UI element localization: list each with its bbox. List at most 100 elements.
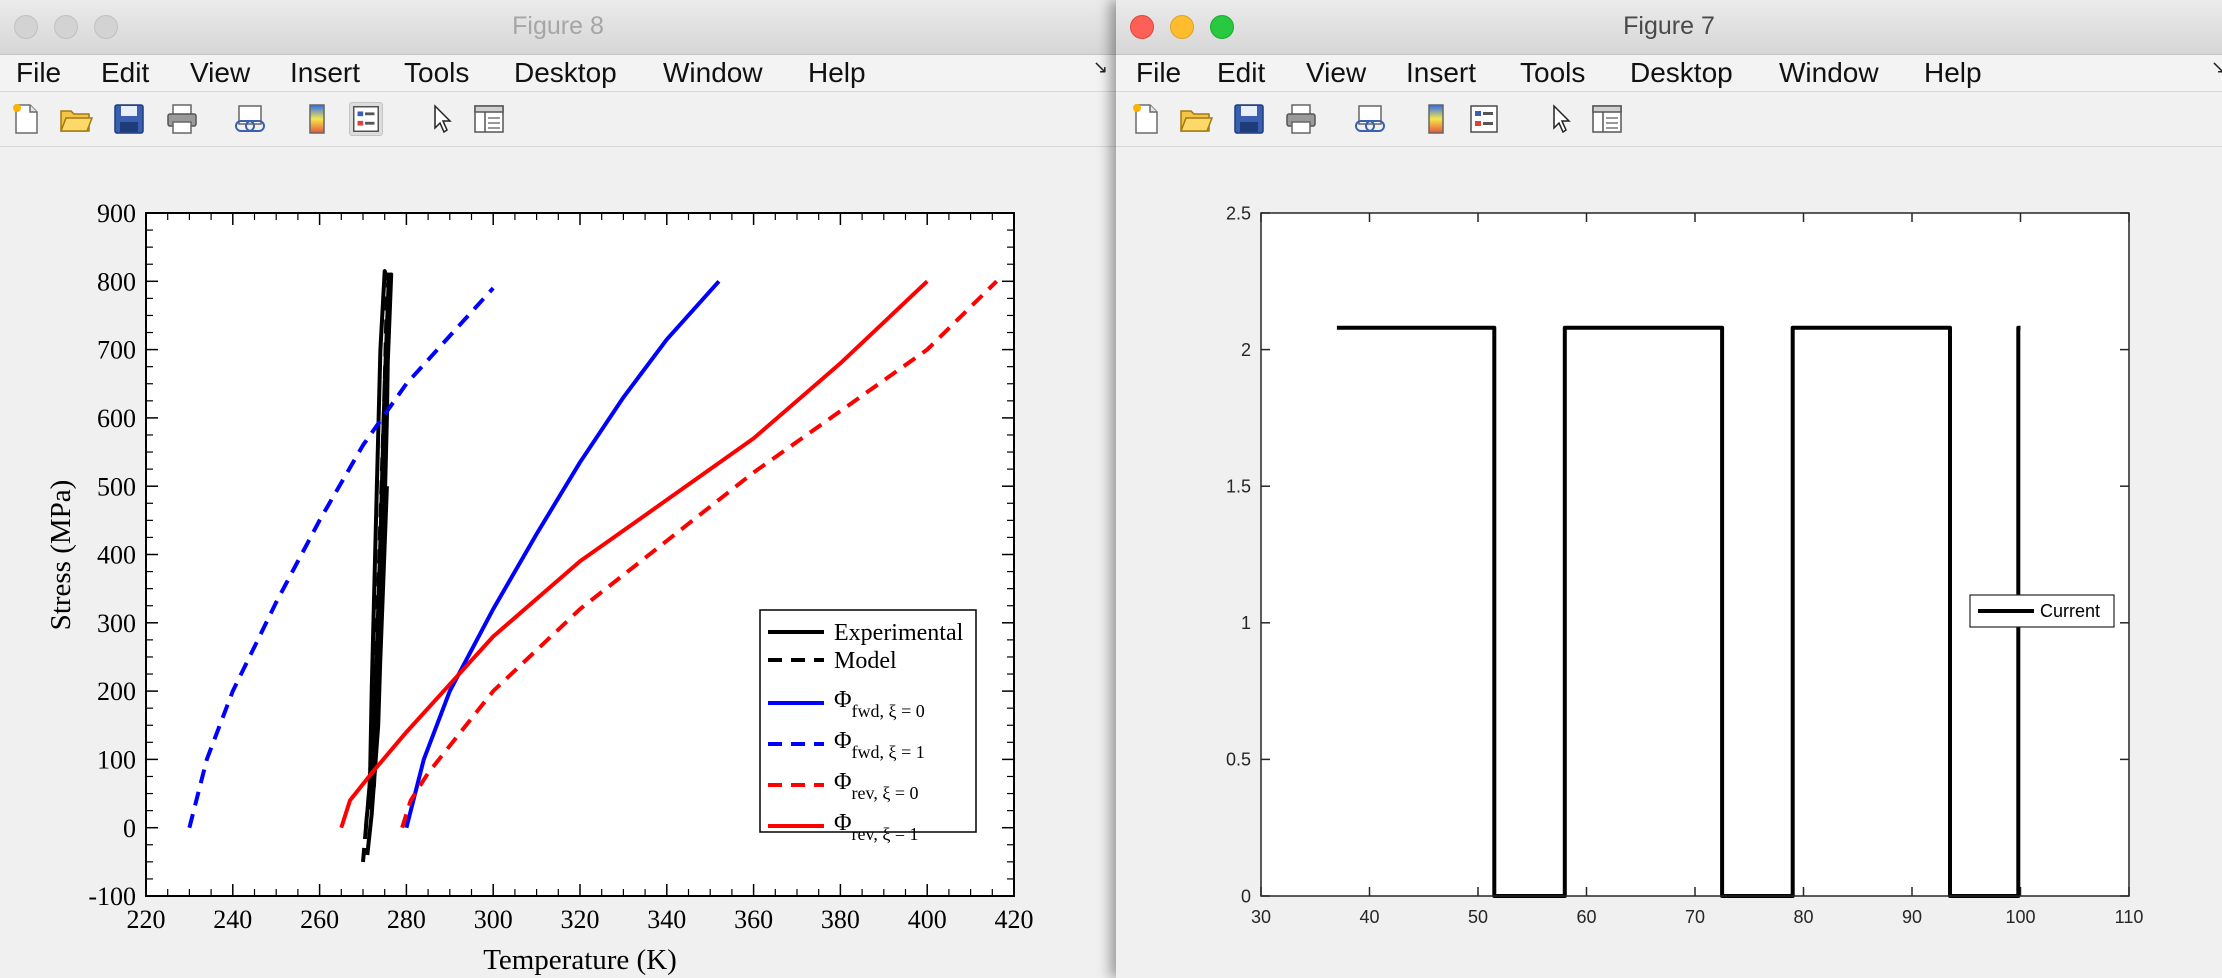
menu-tools[interactable]: Tools <box>1520 57 1586 88</box>
toolbar-overflow-icon[interactable]: ↘ <box>1092 57 1108 77</box>
y-tick-label: -100 <box>88 882 136 911</box>
property-inspector-icon[interactable] <box>1590 102 1624 136</box>
print-icon[interactable] <box>165 102 199 136</box>
title-bar[interactable]: Figure 7 <box>1116 0 2222 55</box>
minimize-button[interactable] <box>1170 15 1194 39</box>
legend-label-0: Current <box>2040 601 2100 621</box>
property-inspector-icon[interactable] <box>472 102 506 136</box>
x-tick-label: 380 <box>821 905 860 934</box>
y-tick-label: 700 <box>97 336 136 365</box>
x-tick-label: 30 <box>1251 907 1271 927</box>
window-title: Figure 8 <box>512 12 604 40</box>
new-figure-icon[interactable] <box>1129 102 1163 136</box>
menu-bar: File Edit View Insert Tools Desktop Wind… <box>0 55 1116 92</box>
link-icon[interactable] <box>232 102 266 136</box>
menu-view[interactable]: View <box>1306 57 1367 88</box>
print-icon[interactable] <box>1284 102 1318 136</box>
menu-desktop[interactable]: Desktop <box>514 57 617 88</box>
toolbar <box>0 92 1116 147</box>
y-tick-label: 200 <box>97 677 136 706</box>
x-tick-label: 90 <box>1902 907 1922 927</box>
menu-desktop[interactable]: Desktop <box>1630 57 1733 88</box>
menu-insert[interactable]: Insert <box>290 57 361 88</box>
legend-label-0: Experimental <box>834 620 964 646</box>
new-figure-icon[interactable] <box>9 102 43 136</box>
colorbar-icon[interactable] <box>1419 102 1453 136</box>
x-tick-label: 50 <box>1468 907 1488 927</box>
legend-label-main: Φ <box>834 728 852 754</box>
axes-box <box>145 212 1015 897</box>
legend-box[interactable] <box>759 609 977 833</box>
y-tick-label: 500 <box>97 472 136 501</box>
y-tick-label: 400 <box>97 541 136 570</box>
series-line-5 <box>339 279 929 829</box>
legend-label-4: Φrev, ξ = 0 <box>834 769 919 803</box>
menu-help[interactable]: Help <box>1924 57 1982 88</box>
title-bar[interactable]: Figure 8 <box>0 0 1116 55</box>
legend-label-main: Φ <box>834 687 852 713</box>
menu-window[interactable]: Window <box>1779 57 1879 88</box>
y-tick-label: 800 <box>97 267 136 296</box>
legend-label-sub: rev, ξ = 0 <box>852 783 919 803</box>
y-axis-label: Stress (MPa) <box>45 480 77 631</box>
x-tick-label: 360 <box>734 905 773 934</box>
save-icon[interactable] <box>1232 102 1266 136</box>
x-tick-label: 340 <box>647 905 686 934</box>
menu-edit[interactable]: Edit <box>101 57 150 88</box>
x-tick-label: 40 <box>1359 907 1379 927</box>
figure-canvas: 30 40 50 60 70 80 90 100 110 0 0.5 1 1.5 2 2.5 Current <box>1116 147 2222 978</box>
open-file-icon[interactable] <box>59 102 93 136</box>
x-tick-label: 220 <box>127 905 166 934</box>
y-tick-label: 1.5 <box>1226 477 1251 497</box>
maximize-button[interactable] <box>1210 15 1234 39</box>
open-file-icon[interactable] <box>1179 102 1213 136</box>
window-title: Figure 7 <box>1623 12 1715 40</box>
x-tick-label: 420 <box>995 905 1034 934</box>
figure-7-window[interactable]: Figure 7 File Edit View Insert Tools Des… <box>1116 0 2222 978</box>
menu-tools[interactable]: Tools <box>404 57 470 88</box>
x-tick-label: 80 <box>1793 907 1813 927</box>
x-tick-label: 320 <box>561 905 600 934</box>
stress-temperature-chart: 220 240 260 280 300 320 340 360 380 400 420 -100 0 10… <box>45 199 1034 976</box>
menu-window[interactable]: Window <box>663 57 763 88</box>
save-icon[interactable] <box>112 102 146 136</box>
menu-view[interactable]: View <box>190 57 251 88</box>
series-line-3 <box>187 286 495 829</box>
menu-file[interactable]: File <box>1136 57 1182 88</box>
toolbar-overflow-icon[interactable]: ↘ <box>2210 57 2222 77</box>
y-tick-label: 1 <box>1241 613 1251 633</box>
minimize-button[interactable] <box>54 15 78 39</box>
toolbar <box>1116 92 2222 147</box>
x-tick-label: 280 <box>387 905 426 934</box>
menu-insert[interactable]: Insert <box>1406 57 1477 88</box>
y-tick-label: 300 <box>97 609 136 638</box>
series-line-2 <box>404 279 721 829</box>
legend-label-main: Φ <box>834 769 852 795</box>
pointer-icon[interactable] <box>1544 102 1578 136</box>
x-tick-label: 110 <box>2115 907 2144 927</box>
legend-icon[interactable] <box>1467 102 1501 136</box>
y-tick-label: 2 <box>1241 340 1251 360</box>
y-tick-label: 0 <box>123 814 136 843</box>
legend-label-1: Model <box>834 648 897 674</box>
menu-file[interactable]: File <box>16 57 62 88</box>
y-tick-label: 0.5 <box>1226 750 1251 770</box>
menu-help[interactable]: Help <box>808 57 866 88</box>
maximize-button[interactable] <box>94 15 118 39</box>
colorbar-icon[interactable] <box>300 102 334 136</box>
figure-8-window[interactable]: Figure 8 File Edit View Insert Tools Des… <box>0 0 1116 978</box>
x-tick-label: 100 <box>2005 907 2035 927</box>
legend[interactable]: Current <box>1969 594 2115 628</box>
legend-label-sub: fwd, ξ = 0 <box>852 701 925 721</box>
x-axis-label: Temperature (K) <box>483 944 677 976</box>
legend-icon[interactable] <box>349 102 383 136</box>
pointer-icon[interactable] <box>425 102 459 136</box>
close-button[interactable] <box>14 15 38 39</box>
link-icon[interactable] <box>1352 102 1386 136</box>
axes-background <box>1261 213 2129 896</box>
y-tick-label: 900 <box>97 199 136 228</box>
menu-edit[interactable]: Edit <box>1217 57 1266 88</box>
x-tick-label: 60 <box>1576 907 1596 927</box>
close-button[interactable] <box>1130 15 1154 39</box>
